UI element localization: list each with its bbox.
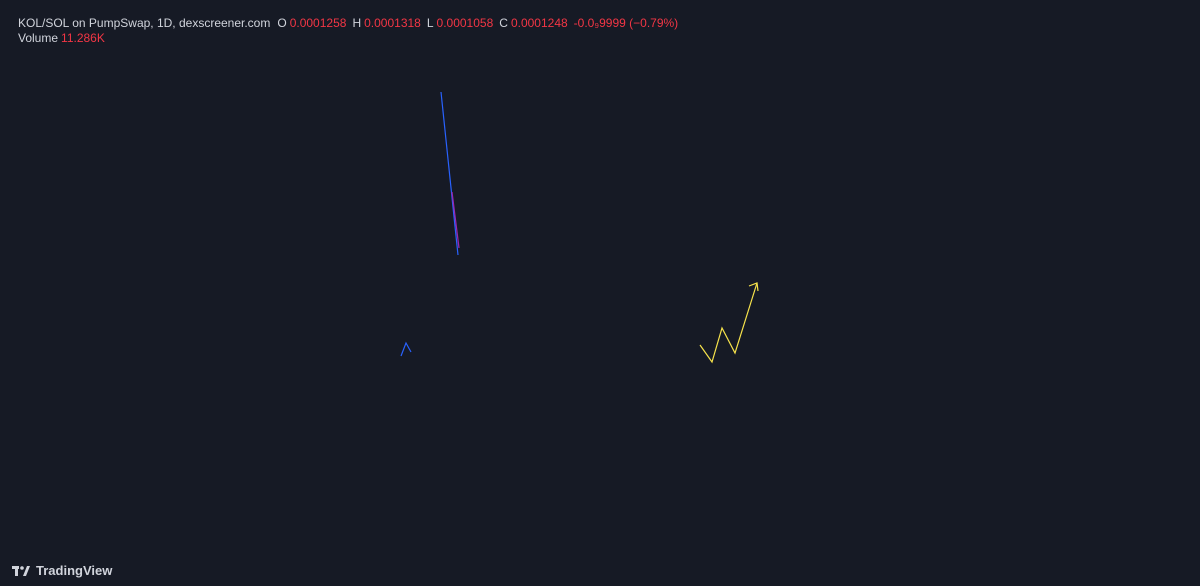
change-value: -0.0₉9999 (−0.79%)	[573, 16, 679, 30]
arrow-drawing	[400, 341, 412, 357]
low-label: L	[426, 16, 434, 30]
brand-name: TradingView	[36, 563, 113, 578]
brand-logo	[12, 565, 30, 576]
legend-header: KOL/SOL on PumpSwap, 1D, dexscreener.com…	[18, 16, 681, 30]
open-value: 0.0001258	[289, 16, 347, 30]
projection-path	[699, 282, 758, 364]
trend-line	[451, 191, 460, 249]
high-value: 0.0001318	[364, 16, 421, 30]
symbol-title: KOL/SOL on PumpSwap, 1D, dexscreener.com	[18, 16, 271, 30]
open-label: O	[277, 16, 287, 30]
volume-header: Volume 11.286K	[18, 31, 108, 45]
trend-line	[440, 91, 459, 256]
volume-name: Volume	[18, 31, 59, 45]
volume-value: 11.286K	[61, 31, 105, 45]
close-label: C	[499, 16, 508, 30]
high-label: H	[352, 16, 362, 30]
drawings	[400, 91, 759, 364]
close-value: 0.0001248	[510, 16, 568, 30]
footer: TradingView	[12, 563, 112, 578]
projection-arrowhead	[748, 282, 759, 292]
low-value: 0.0001058	[436, 16, 494, 30]
